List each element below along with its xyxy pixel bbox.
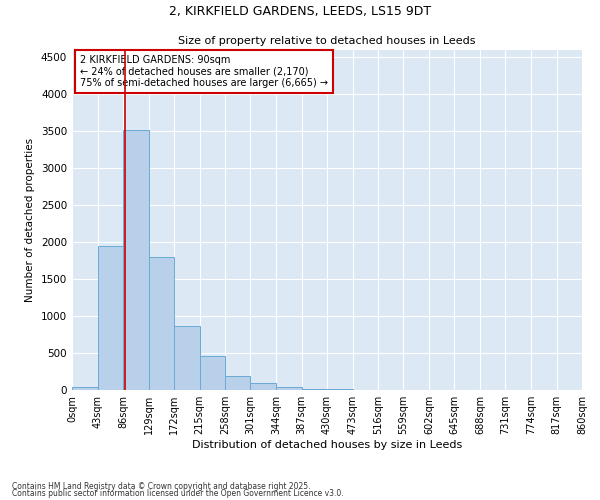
Bar bbox=[251, 384, 276, 390]
Text: Contains HM Land Registry data © Crown copyright and database right 2025.: Contains HM Land Registry data © Crown c… bbox=[12, 482, 311, 491]
Bar bbox=[199, 356, 225, 390]
Bar bbox=[302, 388, 327, 390]
Title: Size of property relative to detached houses in Leeds: Size of property relative to detached ho… bbox=[178, 36, 476, 46]
Bar bbox=[149, 257, 174, 390]
Text: 2 KIRKFIELD GARDENS: 90sqm
← 24% of detached houses are smaller (2,170)
75% of s: 2 KIRKFIELD GARDENS: 90sqm ← 24% of deta… bbox=[80, 55, 328, 88]
Bar bbox=[276, 387, 302, 390]
Text: 2, KIRKFIELD GARDENS, LEEDS, LS15 9DT: 2, KIRKFIELD GARDENS, LEEDS, LS15 9DT bbox=[169, 5, 431, 18]
Text: Contains public sector information licensed under the Open Government Licence v3: Contains public sector information licen… bbox=[12, 489, 344, 498]
Bar bbox=[123, 130, 149, 390]
Bar bbox=[72, 386, 97, 390]
Bar bbox=[174, 326, 199, 390]
Y-axis label: Number of detached properties: Number of detached properties bbox=[25, 138, 35, 302]
Bar bbox=[225, 376, 251, 390]
Bar bbox=[97, 246, 123, 390]
X-axis label: Distribution of detached houses by size in Leeds: Distribution of detached houses by size … bbox=[192, 440, 462, 450]
